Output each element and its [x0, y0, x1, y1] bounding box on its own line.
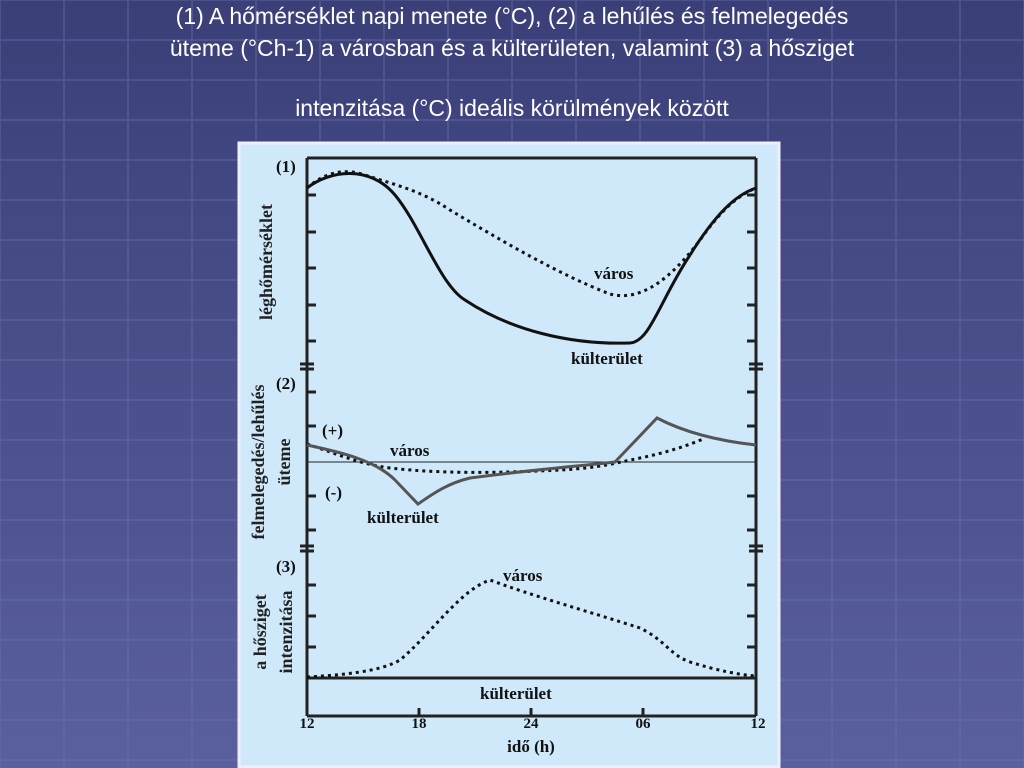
- rural-curve: [306, 172, 757, 345]
- rural-curve: [306, 416, 757, 506]
- x-tick-label: 06: [636, 716, 652, 732]
- city-curve: [306, 170, 757, 297]
- title-line: üteme (°Ch-1) a városban és a külterület…: [170, 35, 855, 61]
- y-axis-label: a hősziget: [250, 594, 270, 670]
- x-axis-label: idő (h): [507, 737, 555, 756]
- curve-label: külterület: [480, 684, 552, 703]
- city-curve: [306, 578, 757, 679]
- curve-label: külterület: [367, 508, 439, 527]
- panel-label: (2): [276, 374, 296, 393]
- curve-label: város: [594, 264, 634, 283]
- x-tick-label: 24: [524, 716, 540, 732]
- axes: [300, 156, 763, 718]
- x-tick-label: 12: [751, 716, 766, 732]
- sign-label: (+): [322, 421, 343, 440]
- panel-label: (1): [276, 157, 296, 176]
- title-line: (1) A hőmérséklet napi menete (°C), (2) …: [176, 3, 849, 29]
- sign-label: (-): [325, 483, 342, 502]
- y-axis-label: intenzitása: [276, 591, 296, 674]
- x-tick-label: 12: [300, 716, 315, 732]
- title-line: intenzitása (°C) ideális körülmények köz…: [295, 95, 729, 121]
- y-axis-label: üteme: [274, 439, 294, 486]
- curve-label: város: [390, 441, 430, 460]
- curve-label: külterület: [571, 349, 643, 368]
- y-axis-label: léghőmérséklet: [256, 204, 276, 320]
- panel-label: (3): [276, 557, 296, 576]
- x-tick-label: 18: [412, 716, 427, 732]
- y-axis-label: felmelegedés/lehűlés: [248, 385, 268, 540]
- diagram-box: [237, 141, 781, 768]
- curve-label: város: [503, 566, 543, 585]
